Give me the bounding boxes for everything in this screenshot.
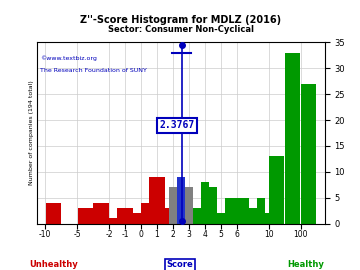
Bar	[265, 213, 273, 224]
Text: ©www.textbiz.org: ©www.textbiz.org	[40, 55, 97, 61]
Bar	[46, 203, 61, 224]
Bar	[209, 187, 217, 224]
Bar	[177, 177, 185, 224]
Bar	[233, 198, 240, 224]
Bar	[185, 187, 193, 224]
Text: Sector: Consumer Non-Cyclical: Sector: Consumer Non-Cyclical	[108, 25, 254, 33]
Bar	[257, 198, 265, 224]
Bar	[301, 84, 316, 224]
Bar	[177, 187, 185, 224]
Bar	[109, 218, 125, 224]
Bar	[117, 208, 132, 224]
Bar	[149, 177, 165, 224]
Bar	[94, 203, 109, 224]
Bar	[285, 53, 300, 224]
Y-axis label: Number of companies (194 total): Number of companies (194 total)	[30, 81, 35, 185]
Bar	[217, 213, 225, 224]
Bar	[125, 213, 141, 224]
Text: Score: Score	[167, 260, 193, 269]
Bar	[157, 208, 172, 224]
Bar	[193, 208, 201, 224]
Title: Z''-Score Histogram for MDLZ (2016): Z''-Score Histogram for MDLZ (2016)	[80, 15, 282, 25]
Bar	[249, 208, 257, 224]
Bar	[241, 198, 249, 224]
Bar	[77, 208, 93, 224]
Text: 2.3767: 2.3767	[159, 120, 194, 130]
Bar	[269, 156, 284, 224]
Bar	[201, 182, 209, 224]
Bar	[225, 198, 233, 224]
Text: Healthy: Healthy	[288, 260, 324, 269]
Bar	[141, 203, 157, 224]
Text: The Research Foundation of SUNY: The Research Foundation of SUNY	[40, 68, 147, 73]
Text: Unhealthy: Unhealthy	[30, 260, 78, 269]
Bar	[169, 187, 177, 224]
